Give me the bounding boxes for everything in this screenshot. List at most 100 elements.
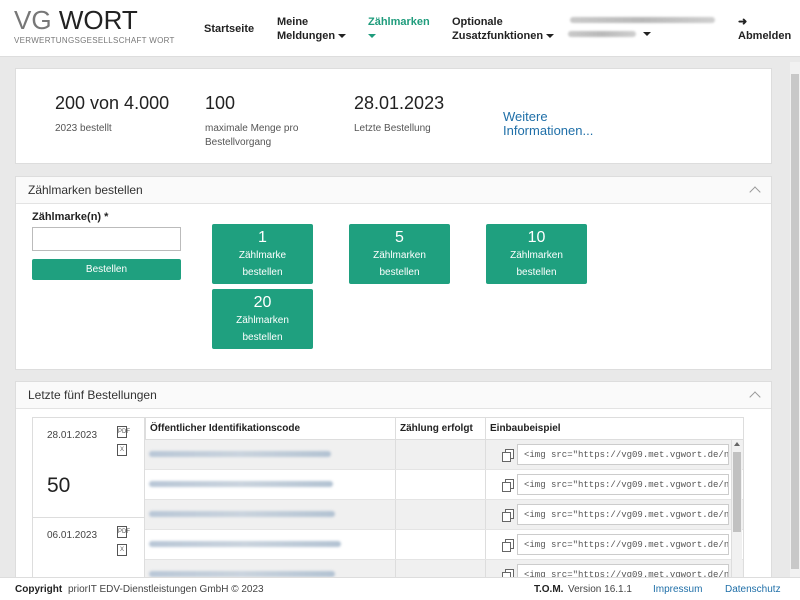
chevron-up-icon[interactable] — [749, 186, 761, 198]
chevron-down-icon — [643, 32, 651, 36]
copy-icon[interactable] — [502, 509, 514, 522]
cell-divider — [395, 440, 396, 469]
nav-optionale-zusatzfunktionen[interactable]: Optionale Zusatzfunktionen — [452, 15, 555, 43]
table-row: <img src="https://vg09.met.vgwort.de/na/… — [145, 530, 743, 560]
page-scroll-thumb[interactable] — [791, 74, 799, 569]
quantity-input[interactable] — [32, 227, 181, 251]
order-1-number: 1 — [258, 229, 267, 246]
logout-icon: ➜ — [738, 16, 748, 28]
last-order-date: 28.01.2023 — [354, 93, 445, 113]
order-5-button[interactable]: 5 Zählmarken bestellen — [349, 224, 450, 284]
nav-optionale-line2: Zusatzfunktionen — [452, 30, 544, 42]
pdf-download-icon[interactable]: PDF — [117, 526, 130, 538]
embed-code-field[interactable]: <img src="https://vg09.met.vgwort.de/na/… — [517, 564, 729, 577]
cell-divider — [485, 440, 486, 469]
top-header: VG WORT VERWERTUNGSGESELLSCHAFT WORT Sta… — [0, 0, 800, 57]
copy-icon[interactable] — [502, 449, 514, 462]
order-1-label-line1: Zählmarke — [238, 250, 287, 261]
nav-zaehlmarken-label: Zählmarken — [368, 16, 430, 28]
order-20-label-line1: Zählmarken — [236, 315, 289, 326]
more-info-link[interactable]: Weitere Informationen... — [503, 110, 593, 138]
order-10-button[interactable]: 10 Zählmarken bestellen — [486, 224, 587, 284]
recent-orders-table: 28.01.2023 PDF X 50 06.01.2023 PDF X Öff… — [32, 417, 744, 577]
redacted-identification-code — [149, 571, 335, 577]
embed-code-field[interactable]: <img src="https://vg09.met.vgwort.de/na/… — [517, 444, 729, 465]
cell-divider — [485, 500, 486, 529]
column-header-code: Öffentlicher Identifikationscode — [145, 418, 395, 440]
order-20-button[interactable]: 20 Zählmarken bestellen — [212, 289, 313, 349]
order-1-button[interactable]: 1 Zählmarke bestellen — [212, 224, 313, 284]
copy-icon[interactable] — [502, 539, 514, 552]
footer-version-text: Version 16.1.1 — [568, 584, 632, 595]
nav-user-account[interactable] — [568, 15, 718, 45]
nav-optionale-line1: Optionale — [452, 16, 503, 28]
order-panel: Zählmarken bestellen Zählmarke(n) * Best… — [15, 176, 772, 370]
chevron-down-icon — [368, 34, 376, 39]
footer-version-bold: T.O.M. — [534, 584, 564, 595]
cell-divider — [395, 560, 396, 577]
max-label-line2: Bestellvorgang — [205, 137, 272, 148]
impressum-link[interactable]: Impressum — [653, 584, 703, 595]
order-panel-title: Zählmarken bestellen — [28, 183, 143, 197]
order-date: 28.01.2023 — [47, 430, 98, 441]
embed-code-field[interactable]: <img src="https://vg09.met.vgwort.de/na/… — [517, 504, 729, 525]
order-10-label-line2: bestellen — [516, 267, 557, 278]
nav-abmelden-label: Abmelden — [738, 30, 792, 42]
max-quantity: 100 — [205, 93, 236, 113]
table-row: <img src="https://vg09.met.vgwort.de/na/… — [145, 560, 743, 577]
cell-divider — [485, 530, 486, 559]
copy-icon[interactable] — [502, 569, 514, 577]
order-panel-header[interactable]: Zählmarken bestellen — [16, 177, 771, 204]
recent-orders-header[interactable]: Letzte fünf Bestellungen — [16, 382, 771, 409]
nav-abmelden[interactable]: ➜ Abmelden — [738, 15, 791, 43]
max-quantity-label: maximale Menge pro Bestellvorgang — [205, 122, 298, 150]
order-1-label-line2: bestellen — [242, 267, 283, 278]
nav-startseite[interactable]: Startseite — [204, 23, 255, 35]
order-quantity: 50 — [47, 474, 71, 497]
cell-divider — [485, 560, 486, 577]
chevron-up-icon[interactable] — [749, 391, 761, 403]
excel-download-icon[interactable]: X — [117, 444, 127, 456]
vg-wort-logo[interactable]: VG WORT VERWERTUNGSGESELLSCHAFT WORT — [14, 6, 175, 45]
nav-meine-line1: Meine — [277, 16, 309, 28]
recent-orders-title: Letzte fünf Bestellungen — [28, 388, 157, 402]
redacted-account — [568, 31, 636, 37]
copy-icon[interactable] — [502, 479, 514, 492]
nav-meine-meldungen[interactable]: Meine Meldungen — [277, 15, 347, 43]
last-order-label: Letzte Bestellung — [354, 123, 431, 134]
redacted-username — [570, 17, 715, 23]
pdf-download-icon[interactable]: PDF — [117, 426, 130, 438]
order-5-label-line2: bestellen — [379, 267, 420, 278]
order-10-number: 10 — [527, 229, 546, 246]
order-10-label-line1: Zählmarken — [510, 250, 563, 261]
table-scrollbar[interactable] — [731, 440, 742, 577]
table-scroll-thumb[interactable] — [733, 452, 741, 532]
scroll-up-icon[interactable] — [734, 442, 740, 446]
table-row: <img src="https://vg09.met.vgwort.de/na/… — [145, 500, 743, 530]
page-footer: Copyright priorIT EDV-Dienstleistungen G… — [0, 577, 800, 600]
order-group: 28.01.2023 PDF X 50 — [33, 418, 145, 518]
page-scrollbar[interactable] — [790, 62, 800, 577]
footer-copyright-text: priorIT EDV-Dienstleistungen GmbH © 2023 — [68, 584, 264, 595]
order-5-number: 5 — [395, 229, 404, 246]
datenschutz-link[interactable]: Datenschutz — [725, 584, 781, 595]
chevron-down-icon — [338, 34, 347, 39]
cell-divider — [395, 500, 396, 529]
nav-zaehlmarken[interactable]: Zählmarken — [368, 15, 430, 43]
order-button[interactable]: Bestellen — [32, 259, 181, 280]
order-5-label-line1: Zählmarken — [373, 250, 426, 261]
redacted-identification-code — [149, 511, 335, 517]
order-group: 06.01.2023 PDF X — [33, 518, 145, 577]
max-label-line1: maximale Menge pro — [205, 123, 299, 134]
order-20-label-line2: bestellen — [242, 332, 283, 343]
table-row: <img src="https://vg09.met.vgwort.de/na/… — [145, 440, 743, 470]
excel-download-icon[interactable]: X — [117, 544, 127, 556]
redacted-identification-code — [149, 451, 331, 457]
ordered-label: 2023 bestellt — [55, 123, 112, 134]
embed-code-field[interactable]: <img src="https://vg09.met.vgwort.de/na/… — [517, 534, 729, 555]
logo-wort-text: WORT — [58, 5, 138, 35]
recent-orders-panel: Letzte fünf Bestellungen 28.01.2023 PDF … — [15, 381, 772, 577]
embed-code-field[interactable]: <img src="https://vg09.met.vgwort.de/na/… — [517, 474, 729, 495]
column-header-embed: Einbaubeispiel — [485, 418, 743, 440]
order-20-number: 20 — [253, 294, 272, 311]
